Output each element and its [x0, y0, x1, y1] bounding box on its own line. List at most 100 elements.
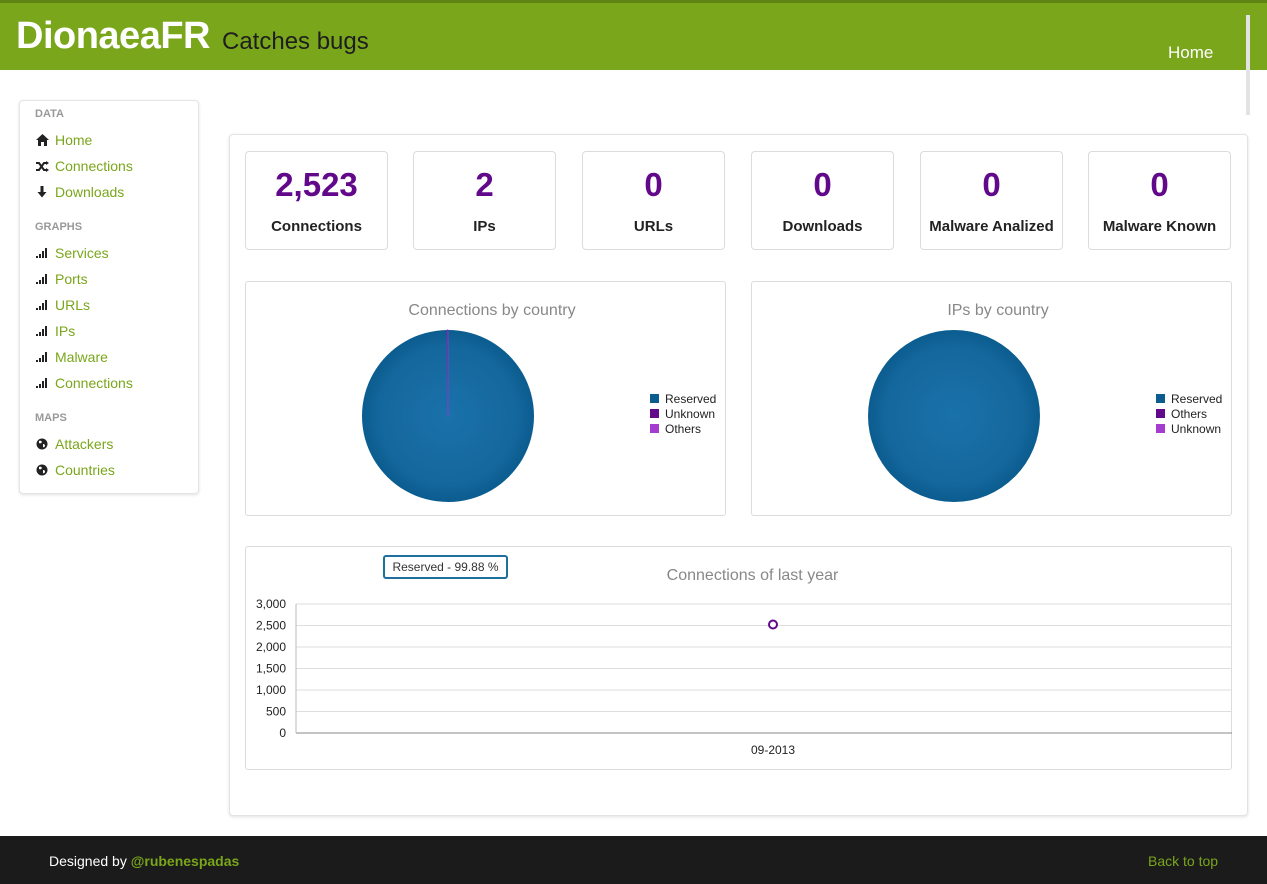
sidebar-item-downloads[interactable]: Downloads: [35, 182, 124, 202]
data-point[interactable]: [768, 619, 778, 630]
legend-label: Reserved: [1171, 391, 1223, 406]
pie-chart[interactable]: [864, 326, 1044, 506]
sidebar-item-graph-connections[interactable]: Connections: [35, 373, 133, 393]
author-link[interactable]: @rubenespadas: [130, 853, 240, 869]
y-tick-label: 3,000: [256, 597, 286, 611]
legend-item[interactable]: Unknown: [650, 406, 716, 421]
brand-logo[interactable]: DionaeaFR: [16, 15, 210, 57]
sidebar-item-services[interactable]: Services: [35, 243, 109, 263]
chart-title: IPs by country: [947, 302, 1049, 319]
sidebar-item-label: Connections: [55, 158, 133, 174]
signal-icon: [35, 376, 49, 390]
x-tick-label: 09-2013: [751, 743, 795, 757]
legend-label: Others: [665, 421, 702, 436]
sidebar-item-label: IPs: [55, 323, 76, 339]
sidebar-header-maps: MAPS: [35, 412, 67, 424]
y-tick-label: 0: [279, 726, 286, 740]
sidebar-item-home[interactable]: Home: [35, 130, 92, 150]
legend-item[interactable]: Others: [1156, 406, 1222, 421]
sidebar-item-ports[interactable]: Ports: [35, 269, 88, 289]
sidebar-item-connections[interactable]: Connections: [35, 156, 133, 176]
sidebar-item-label: Ports: [55, 271, 88, 287]
sidebar-item-urls[interactable]: URLs: [35, 295, 90, 315]
sidebar-item-label: URLs: [55, 297, 91, 313]
pie-slice-reserved[interactable]: [868, 330, 1040, 502]
sidebar-item-label: Attackers: [55, 436, 114, 452]
y-tick-label: 2,000: [256, 640, 286, 654]
chart-tooltip: Reserved - 99.88 %: [383, 555, 508, 579]
legend-swatch: [650, 424, 659, 433]
y-tick-label: 2,500: [256, 619, 286, 633]
footer-credit: Designed by @rubenespadas: [49, 853, 239, 869]
sidebar-item-malware[interactable]: Malware: [35, 347, 108, 367]
chart-title: Connections by country: [408, 302, 576, 319]
signal-icon: [35, 298, 49, 312]
globe-icon: [35, 463, 49, 477]
sidebar-item-label: Services: [55, 245, 109, 261]
sidebar-item-ips[interactable]: IPs: [35, 321, 75, 341]
line-chart[interactable]: 0 500 1,000 1,500 2,000 2,500 3,000 09-2013: [246, 547, 1232, 769]
legend-item[interactable]: Others: [650, 421, 716, 436]
scrollbar[interactable]: [1246, 15, 1250, 115]
chart-connections-by-country: Connections by country Reserved Unknown …: [245, 281, 726, 516]
nav-home-link[interactable]: Home: [1168, 43, 1214, 62]
legend-item[interactable]: Reserved: [1156, 391, 1222, 406]
sidebar-header-graphs: GRAPHS: [35, 221, 83, 233]
pie-chart[interactable]: [358, 326, 538, 506]
chart-ips-by-country: IPs by country Reserved Others Unknown: [751, 281, 1232, 516]
sidebar: DATA Home Connections Downloads GRAPHS S…: [19, 100, 199, 494]
home-icon: [35, 133, 49, 147]
signal-icon: [35, 350, 49, 364]
stat-label: Connections: [271, 218, 362, 235]
stat-value: 2: [475, 166, 494, 203]
legend-swatch: [1156, 409, 1165, 418]
sidebar-item-label: Home: [55, 132, 93, 148]
signal-icon: [35, 324, 49, 338]
legend-label: Unknown: [665, 406, 716, 421]
signal-icon: [35, 272, 49, 286]
stat-malware-known: 0 Malware Known: [1088, 151, 1231, 250]
back-to-top-link[interactable]: Back to top: [1148, 853, 1219, 869]
stat-value: 0: [982, 166, 1001, 203]
legend-swatch: [1156, 394, 1165, 403]
signal-icon: [35, 246, 49, 260]
legend-swatch: [650, 409, 659, 418]
legend-item[interactable]: Reserved: [650, 391, 716, 406]
legend-swatch: [1156, 424, 1165, 433]
sidebar-item-label: Malware: [55, 349, 108, 365]
brand-tagline: Catches bugs: [222, 28, 369, 55]
y-tick-label: 1,500: [256, 662, 286, 676]
legend-item[interactable]: Unknown: [1156, 421, 1222, 436]
chart-legend: Reserved Unknown Others: [650, 391, 716, 436]
stat-connections: 2,523 Connections: [245, 151, 388, 250]
stat-label: Downloads: [782, 218, 863, 235]
y-tick-label: 500: [266, 705, 286, 719]
stat-label: Malware Known: [1102, 218, 1217, 235]
stat-value: 2,523: [275, 166, 358, 203]
legend-label: Unknown: [1171, 421, 1222, 436]
download-icon: [35, 185, 49, 199]
main-panel: 2,523 Connections 2 IPs 0 URLs 0 Downloa…: [229, 134, 1248, 816]
globe-icon: [35, 437, 49, 451]
chart-connections-last-year: Connections of last year 0 500 1,000 1,500 2…: [245, 546, 1232, 770]
stat-value: 0: [1150, 166, 1169, 203]
chart-title: Connections of last year: [666, 567, 839, 584]
stat-label: IPs: [473, 218, 496, 235]
sidebar-item-countries[interactable]: Countries: [35, 460, 115, 480]
top-navbar: DionaeaFR Catches bugs Home: [0, 0, 1267, 70]
stat-value: 0: [813, 166, 832, 203]
footer: Designed by @rubenespadas Back to top: [0, 836, 1267, 884]
footer-designed-by: Designed by: [49, 853, 131, 869]
stat-value: 0: [644, 166, 663, 203]
shuffle-icon: [35, 159, 49, 173]
sidebar-item-label: Connections: [55, 375, 133, 391]
legend-label: Reserved: [665, 391, 717, 406]
sidebar-item-label: Downloads: [55, 184, 125, 200]
stat-label: URLs: [633, 218, 674, 235]
legend-label: Others: [1171, 406, 1208, 421]
sidebar-item-label: Countries: [55, 462, 115, 478]
stat-urls: 0 URLs: [582, 151, 725, 250]
stat-downloads: 0 Downloads: [751, 151, 894, 250]
sidebar-item-attackers[interactable]: Attackers: [35, 434, 113, 454]
stat-malware-analized: 0 Malware Analized: [920, 151, 1063, 250]
